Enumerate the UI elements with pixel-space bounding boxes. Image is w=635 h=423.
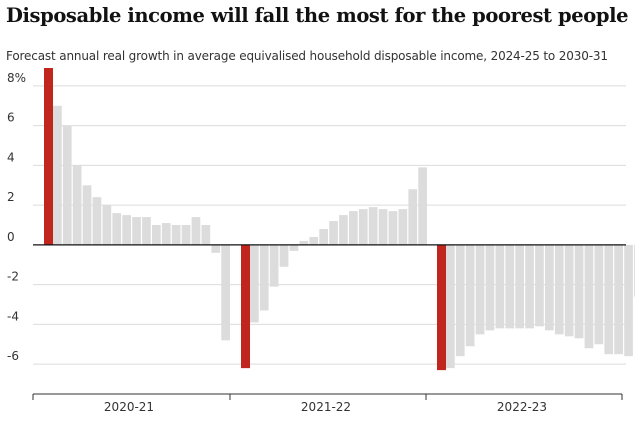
bar [122, 215, 131, 245]
y-tick-label: -4 [7, 309, 19, 323]
y-tick-label: -2 [7, 270, 19, 284]
highlight-bar [241, 244, 250, 369]
bar [53, 105, 62, 245]
bar [339, 215, 348, 245]
bar [349, 211, 358, 245]
bar [388, 211, 398, 245]
bar [368, 207, 378, 245]
bar [574, 244, 584, 339]
bar [279, 244, 289, 267]
bar [181, 225, 191, 245]
bar [614, 244, 623, 355]
bar [495, 244, 505, 329]
y-tick-label: -6 [7, 349, 19, 363]
bar [221, 244, 230, 341]
bar [82, 185, 92, 245]
bar [358, 209, 368, 245]
bar [604, 244, 614, 355]
y-axis-ticks: -6 -4 -2 0 2 4 6 8% [7, 71, 26, 363]
bar [142, 217, 151, 245]
bar [319, 229, 328, 245]
bar [475, 244, 485, 335]
bar [259, 244, 269, 311]
y-tick-label: 8% [7, 71, 26, 85]
bar [112, 213, 122, 245]
bar [269, 244, 279, 287]
bar [299, 240, 309, 245]
y-tick-label: 4 [7, 150, 15, 164]
bar [554, 244, 564, 335]
chart-title: Disposable income will fall the most for… [6, 4, 629, 27]
bar [505, 244, 515, 329]
chart-subtitle: Forecast annual real growth in average e… [6, 49, 608, 63]
bar [191, 217, 201, 245]
bar [171, 225, 181, 245]
bar [418, 167, 427, 245]
bar [62, 125, 72, 245]
bar [465, 244, 475, 347]
bar [408, 189, 418, 245]
bar [161, 223, 171, 245]
bar [211, 244, 221, 253]
bar [132, 217, 141, 245]
bar [72, 165, 82, 245]
bar [152, 225, 161, 245]
x-group-label: 2020-21 [104, 400, 154, 414]
bar [250, 244, 259, 323]
bar [455, 244, 465, 357]
bars [44, 68, 635, 371]
bar [309, 236, 319, 245]
bar [201, 225, 211, 245]
bar [564, 244, 574, 337]
y-tick-label: 6 [7, 111, 15, 125]
x-group-label: 2021-22 [301, 400, 351, 414]
bar [398, 209, 408, 245]
bar [525, 244, 534, 329]
bar [446, 244, 455, 369]
bar [92, 197, 102, 245]
highlight-bar [44, 68, 53, 245]
bar [594, 244, 604, 345]
bar [584, 244, 594, 349]
bar [515, 244, 524, 329]
y-tick-label: 2 [7, 190, 15, 204]
bar [378, 209, 388, 245]
bar [545, 244, 554, 331]
bar [535, 244, 544, 327]
bar [329, 221, 338, 245]
bar [485, 244, 495, 331]
x-group-label: 2022-23 [497, 400, 547, 414]
y-tick-label: 0 [7, 230, 15, 244]
highlight-bar [437, 244, 446, 371]
bar [624, 244, 633, 357]
bar [102, 205, 112, 245]
x-axis: 2020-21 2021-22 2022-23 [32, 393, 623, 414]
bar [289, 244, 299, 251]
